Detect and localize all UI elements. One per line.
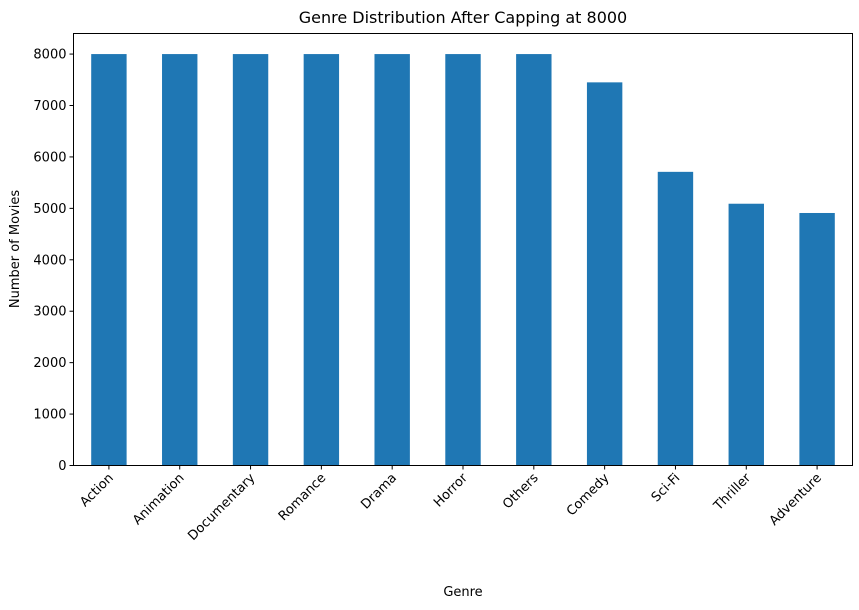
x-tick-label: Horror (431, 470, 471, 510)
x-axis-label: Genre (443, 585, 482, 600)
bar-comedy (586, 82, 623, 466)
x-tick-label: Thriller (710, 470, 754, 514)
x-tick-label: Documentary (185, 471, 258, 544)
y-tick-label: 1000 (33, 408, 66, 423)
bar-romance (303, 54, 340, 466)
bar-action (91, 54, 127, 466)
bar-documentary (232, 54, 269, 466)
bar-horror (445, 54, 481, 466)
chart-title: Genre Distribution After Capping at 8000 (299, 8, 627, 27)
x-tick-label: Romance (276, 471, 329, 524)
x-tick-label: Action (77, 471, 116, 510)
bar-sci-fi (657, 171, 694, 466)
y-tick-label: 8000 (33, 48, 66, 63)
y-tick-label: 0 (58, 459, 66, 474)
bar-adventure (799, 212, 835, 466)
x-tick-label: Comedy (564, 471, 613, 520)
x-tick-label: Animation (130, 471, 187, 528)
y-tick-label: 5000 (33, 202, 66, 217)
bar-drama (374, 54, 410, 466)
bar-others (516, 54, 552, 466)
y-tick-label: 3000 (33, 305, 66, 320)
y-tick-label: 6000 (33, 150, 66, 165)
bars-group (91, 54, 835, 466)
x-tick-label: Sci-Fi (649, 471, 684, 506)
y-axis-label: Number of Movies (8, 190, 23, 308)
x-tick-label: Adventure (767, 471, 825, 529)
y-tick-label: 7000 (33, 99, 66, 114)
x-tick-label: Drama (358, 471, 400, 513)
bar-thriller (728, 203, 764, 466)
x-tick-label: Others (500, 471, 542, 513)
y-tick-label: 2000 (33, 356, 66, 371)
y-axis-ticks: 0 1000 2000 3000 4000 5000 6000 7000 8000 (33, 48, 74, 474)
bar-animation (162, 54, 198, 466)
y-tick-label: 4000 (33, 253, 66, 268)
plot-frame (73, 33, 853, 466)
